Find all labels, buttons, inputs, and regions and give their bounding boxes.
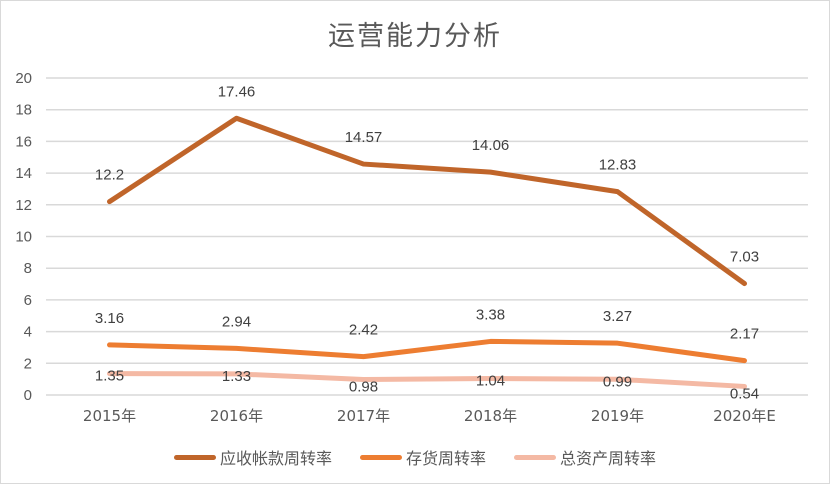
y-tick-label: 14 (15, 165, 32, 182)
series-lines (107, 115, 747, 389)
legend-swatch-total-assets (514, 454, 556, 460)
x-tick-label: 2017年 (337, 407, 390, 425)
data-label: 12.83 (599, 157, 637, 174)
y-tick-label: 16 (15, 133, 32, 150)
data-label: 3.27 (603, 308, 632, 325)
y-tick-label: 12 (15, 197, 32, 214)
x-tick-label: 2020年E (713, 407, 776, 425)
legend-item-inventory[interactable]: 存货周转率 (359, 445, 486, 469)
gridlines (46, 77, 808, 396)
data-label: 1.33 (222, 368, 251, 385)
y-tick-label: 8 (24, 260, 32, 277)
data-label: 0.99 (603, 373, 632, 390)
data-label: 1.35 (95, 368, 124, 385)
data-label: 2.42 (349, 322, 378, 339)
y-tick-label: 6 (24, 292, 32, 309)
data-label: 1.04 (476, 373, 505, 390)
data-label: 0.54 (730, 385, 759, 402)
x-tick-label: 2019年 (591, 407, 644, 425)
y-tick-label: 0 (24, 387, 32, 404)
data-label: 0.98 (349, 378, 378, 395)
legend-item-receivables[interactable]: 应收帐款周转率 (173, 445, 332, 469)
data-label: 14.57 (345, 129, 383, 146)
x-tick-label: 2016年 (210, 407, 263, 425)
legend-swatch-inventory (359, 454, 402, 460)
data-label: 3.38 (476, 306, 505, 323)
y-axis-ticks: 0 2 4 6 8 10 12 14 16 18 20 (15, 70, 32, 404)
y-tick-label: 18 (15, 102, 32, 119)
y-tick-label: 2 (24, 355, 32, 372)
series-line (107, 115, 747, 287)
legend-label: 应收帐款周转率 (219, 449, 332, 468)
series-line (107, 371, 747, 389)
data-labels: 12.2 17.46 14.57 14.06 12.83 7.03 3.16 2.94 2.42… (95, 83, 759, 402)
legend-item-total-assets[interactable]: 总资产周转率 (514, 445, 656, 469)
y-tick-label: 4 (24, 324, 32, 341)
data-label: 7.03 (730, 249, 759, 266)
x-tick-label: 2018年 (464, 407, 517, 425)
data-label: 17.46 (218, 83, 256, 100)
x-axis-labels: 2015年 2016年 2017年 2018年 2019年 2020年E (83, 407, 776, 425)
chart-title: 运营能力分析 (328, 21, 502, 52)
y-tick-label: 10 (15, 229, 32, 246)
legend-swatch-receivables (173, 454, 216, 460)
legend-label: 存货周转率 (405, 449, 486, 468)
data-label: 2.94 (222, 313, 251, 330)
y-tick-label: 20 (15, 70, 32, 87)
data-label: 3.16 (95, 310, 124, 327)
data-label: 14.06 (472, 137, 510, 154)
data-label: 2.17 (730, 326, 759, 343)
series-line (107, 338, 747, 364)
x-tick-label: 2015年 (83, 407, 136, 425)
legend: 应收帐款周转率 存货周转率 总资产周转率 (0, 445, 830, 469)
legend-label: 总资产周转率 (560, 449, 657, 468)
data-label: 12.2 (95, 167, 124, 184)
